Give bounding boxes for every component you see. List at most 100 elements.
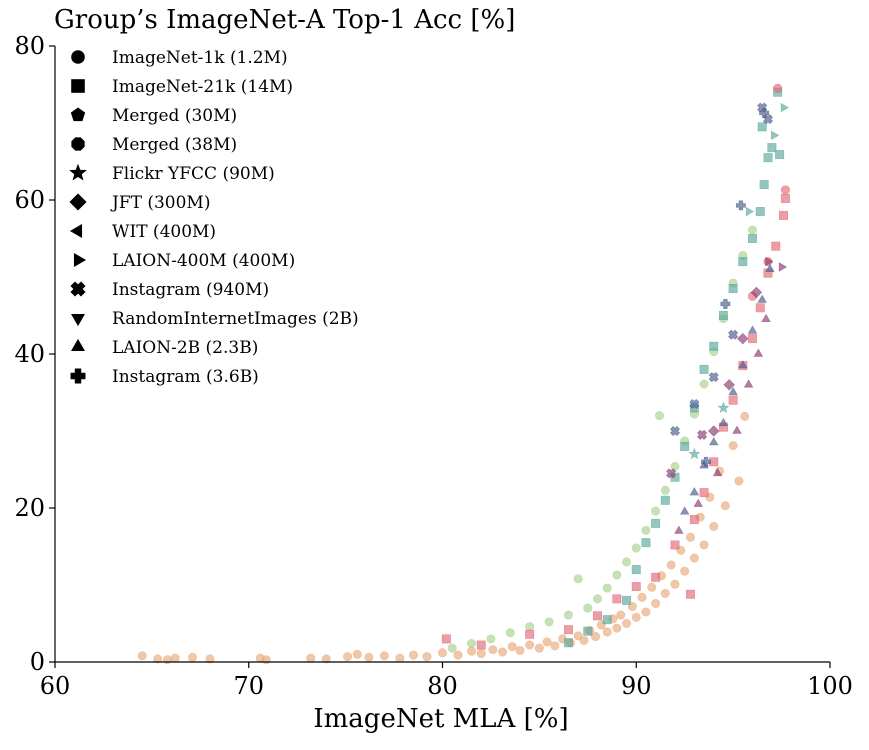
- data-point: [447, 643, 457, 653]
- legend-item: ImageNet-21k (14M): [71, 77, 293, 97]
- data-point: [747, 325, 758, 334]
- data-point: [697, 429, 708, 440]
- legend-marker-triangle-right-icon: [73, 253, 87, 267]
- data-point: [612, 594, 622, 604]
- data-point: [775, 150, 785, 160]
- data-point: [631, 565, 641, 575]
- data-point: [771, 130, 780, 141]
- data-point: [651, 506, 661, 516]
- data-point: [765, 263, 775, 273]
- data-point: [563, 610, 573, 620]
- data-point: [709, 521, 719, 531]
- data-point: [544, 617, 554, 627]
- data-point: [422, 652, 432, 662]
- series-9-diamond: [708, 286, 763, 437]
- legend-item: Instagram (940M): [70, 280, 269, 300]
- data-point: [753, 348, 764, 357]
- data-point: [765, 256, 774, 267]
- data-point: [679, 506, 690, 515]
- x-tick-label: 70: [233, 672, 264, 700]
- data-point: [666, 560, 676, 570]
- legend-item: LAION-400M (400M): [73, 251, 295, 271]
- data-point: [745, 206, 755, 217]
- legend-marker-square-icon: [71, 79, 85, 93]
- x-tick-label: 90: [621, 672, 652, 700]
- legend-label: RandomInternetImages (2B): [112, 309, 359, 329]
- data-point: [780, 193, 790, 203]
- data-point: [654, 411, 664, 421]
- data-point: [755, 207, 765, 217]
- data-point: [747, 234, 757, 244]
- data-point: [525, 640, 535, 650]
- data-point: [759, 108, 770, 118]
- data-point: [735, 200, 746, 211]
- data-point: [498, 647, 508, 657]
- data-point: [720, 501, 730, 511]
- data-point: [720, 299, 731, 309]
- legend-marker-triangle-left-icon: [69, 224, 83, 238]
- chart-title: Group’s ImageNet-A Top-1 Acc [%]: [54, 5, 515, 35]
- data-point: [755, 303, 765, 313]
- data-point: [709, 437, 719, 446]
- data-point: [602, 615, 612, 625]
- data-point: [728, 387, 738, 396]
- series-8-triangle-right: [765, 256, 787, 272]
- data-point: [738, 257, 748, 267]
- data-point: [773, 83, 783, 93]
- series-10-x-filled: [669, 102, 774, 437]
- data-point: [205, 654, 215, 664]
- data-point: [660, 485, 670, 495]
- y-tick-label: 0: [30, 648, 45, 676]
- data-point: [379, 651, 389, 661]
- data-point: [583, 626, 593, 636]
- legend-label: ImageNet-1k (1.2M): [112, 48, 288, 68]
- data-point: [728, 395, 738, 405]
- x-tick-label: 100: [807, 672, 853, 700]
- series-13-star: [688, 401, 730, 460]
- data-point: [778, 210, 788, 220]
- legend-item: WIT (400M): [69, 222, 216, 242]
- series-1-circle: [447, 225, 757, 653]
- data-point: [641, 525, 651, 535]
- data-point: [352, 649, 362, 659]
- data-point: [579, 635, 589, 645]
- data-point: [771, 241, 781, 251]
- data-point: [651, 518, 661, 528]
- data-point: [781, 185, 790, 195]
- data-point: [467, 646, 477, 656]
- data-point: [689, 553, 699, 563]
- data-point: [728, 284, 738, 294]
- data-point: [467, 639, 477, 649]
- data-point: [476, 640, 486, 650]
- legend: ImageNet-1k (1.2M) ImageNet-21k (14M) Merg…: [69, 48, 359, 387]
- data-point: [670, 579, 680, 589]
- y-tick-label: 60: [14, 186, 45, 214]
- data-point: [631, 612, 641, 622]
- data-point: [507, 642, 517, 652]
- data-point: [738, 360, 748, 369]
- data-point: [699, 364, 709, 374]
- data-point: [505, 628, 515, 638]
- data-point: [747, 225, 757, 235]
- data-point: [737, 332, 749, 345]
- legend-marker-octagon-icon: [71, 137, 85, 151]
- data-point: [780, 102, 789, 113]
- data-point: [728, 329, 739, 340]
- legend-marker-triangle-up-icon: [71, 338, 85, 352]
- legend-label: JFT (300M): [110, 193, 210, 213]
- data-point: [542, 637, 552, 647]
- data-point: [486, 634, 496, 644]
- data-point: [757, 122, 767, 132]
- data-point: [718, 310, 728, 320]
- data-point: [631, 543, 641, 553]
- legend-item: Flickr YFCC (90M): [69, 163, 275, 184]
- series-7-triangle-right: [745, 102, 789, 217]
- data-point: [734, 476, 744, 486]
- data-point: [757, 294, 767, 303]
- data-point: [699, 488, 709, 498]
- data-point: [660, 495, 670, 505]
- data-point: [660, 588, 670, 598]
- data-point: [641, 538, 651, 548]
- data-point: [759, 180, 769, 190]
- data-point: [709, 341, 719, 351]
